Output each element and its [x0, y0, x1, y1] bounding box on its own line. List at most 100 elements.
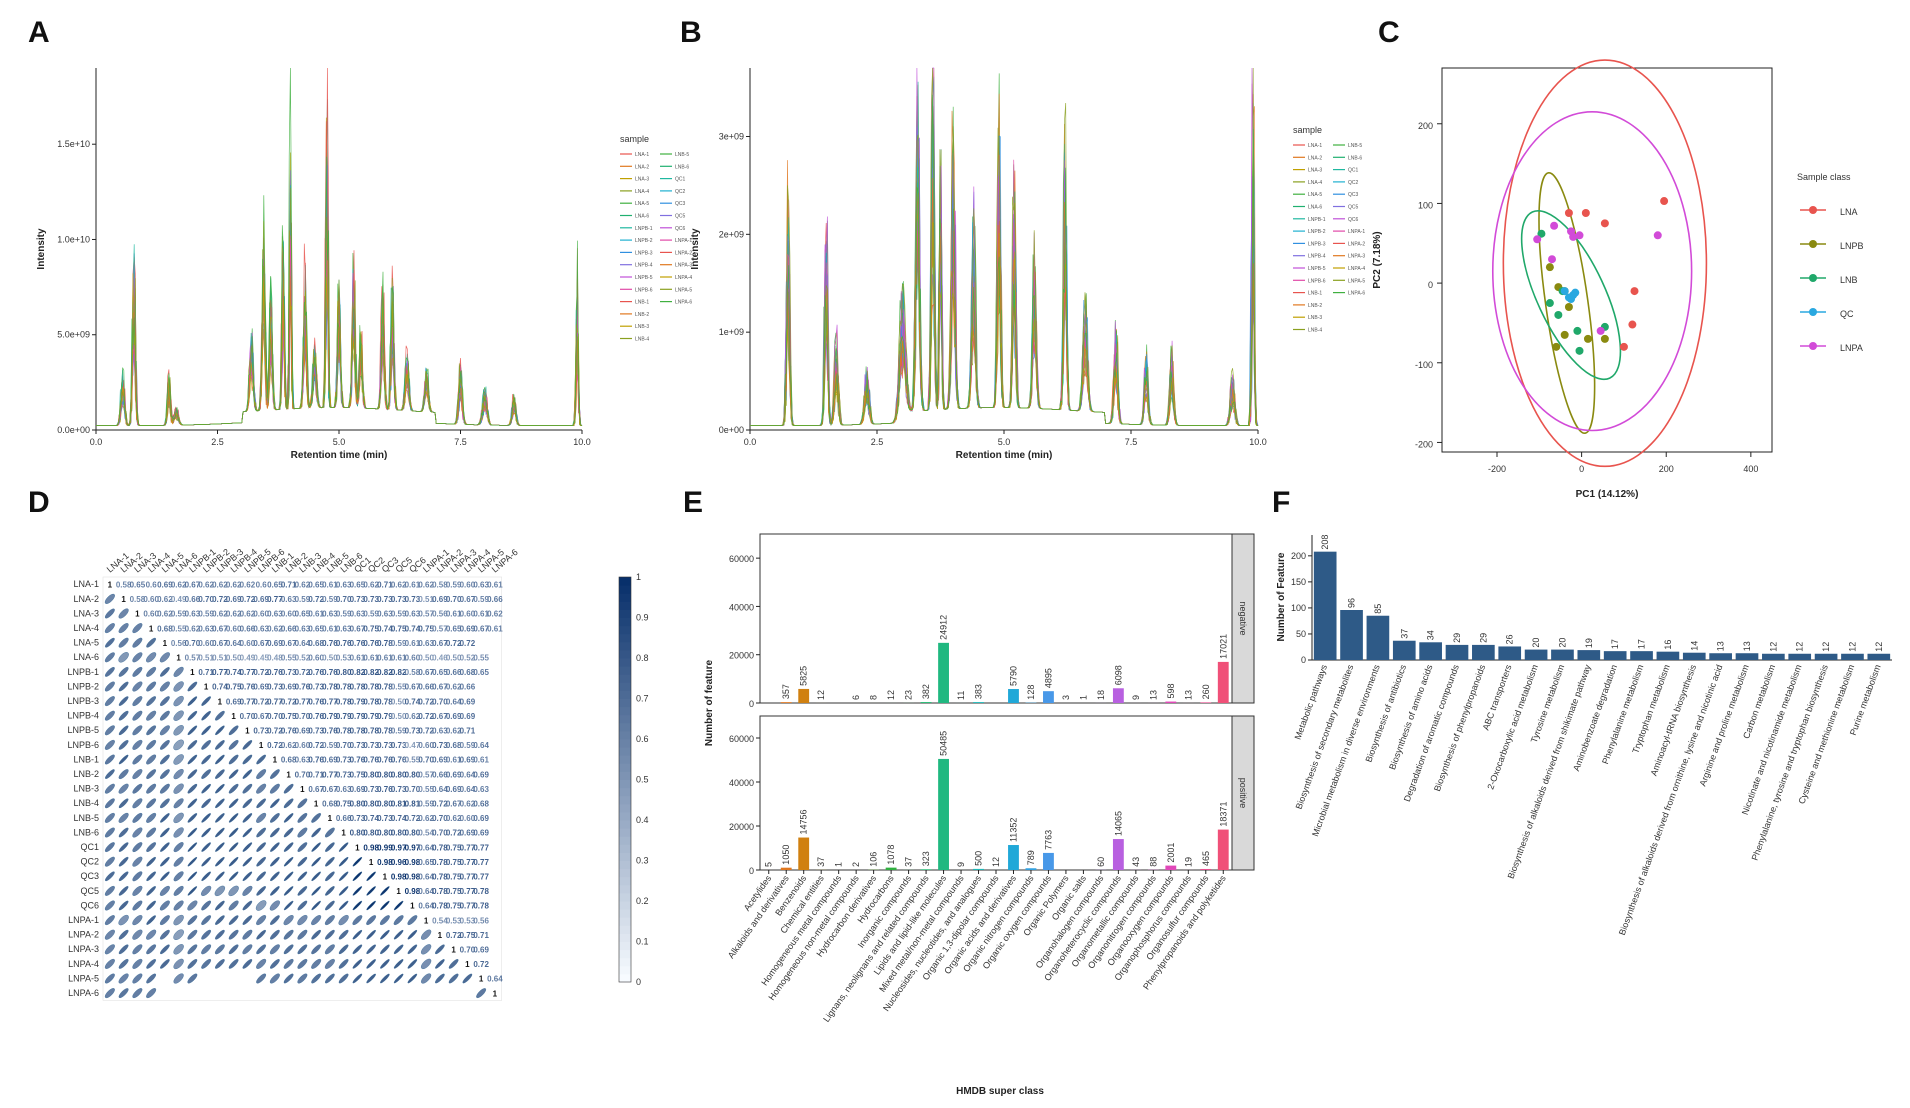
corr-ellipse — [160, 856, 170, 867]
corr-ellipse — [311, 900, 321, 911]
corr-value: 0.61 — [391, 654, 407, 663]
corr-ellipse — [173, 725, 184, 736]
bar — [1603, 651, 1627, 660]
corr-ellipse — [228, 813, 239, 823]
corr-ellipse — [242, 900, 253, 911]
corr-value: 0.82 — [391, 668, 407, 677]
point-LNPB — [1560, 330, 1569, 339]
corr-ellipse — [352, 959, 363, 969]
corr-ellipse — [118, 871, 129, 882]
y-tick-label: 1.0e+10 — [57, 234, 90, 244]
corr-value: 0.60 — [143, 595, 159, 604]
corr-value: 0.73 — [391, 741, 407, 750]
bar-value-label: 323 — [921, 851, 931, 866]
corr-ellipse — [366, 871, 376, 882]
corr-ellipse — [173, 885, 184, 896]
corr-ellipse — [132, 973, 143, 984]
corr-value: 0.55 — [405, 756, 421, 765]
corr-ellipse — [159, 885, 170, 896]
corr-ellipse — [269, 944, 280, 955]
x-tick-label: 7.5 — [1125, 437, 1138, 447]
corr-ellipse — [393, 915, 404, 926]
colorbar-segment — [619, 787, 631, 797]
corr-ellipse — [352, 856, 363, 867]
legend-label: QC1 — [675, 177, 686, 183]
corr-value: 0.64 — [418, 843, 434, 852]
corr-value: 0.45 — [253, 654, 269, 663]
corr-ellipse — [132, 769, 143, 780]
legend-label: LNB-5 — [1348, 143, 1362, 149]
colorbar-segment — [619, 901, 631, 910]
corr-value: 0.69 — [473, 946, 489, 955]
point-LNPB — [1564, 303, 1573, 312]
corr-value: 1 — [410, 902, 415, 911]
row-label: LNB-2 — [73, 769, 99, 779]
corr-ellipse — [132, 754, 143, 765]
corr-value: 0.78 — [473, 902, 489, 911]
corr-ellipse — [311, 842, 321, 852]
corr-value: 0.78 — [377, 727, 393, 736]
corr-value: 1 — [424, 916, 429, 925]
corr-value: 0.61 — [405, 639, 421, 648]
corr-value: 0.58 — [116, 581, 132, 590]
corr-ellipse — [187, 827, 198, 838]
corr-value: 0.76 — [322, 639, 338, 648]
bar-value-label: 8 — [869, 695, 879, 700]
corr-ellipse — [325, 900, 335, 911]
corr-ellipse — [283, 798, 294, 809]
corr-value: 0.69 — [157, 581, 173, 590]
colorbar-segment — [619, 917, 631, 926]
bar-value-label: 12 — [1847, 642, 1857, 652]
colorbar-segment — [619, 577, 631, 586]
corr-value: 0.70 — [336, 595, 352, 604]
corr-value: 0.73 — [405, 727, 421, 736]
corr-ellipse — [297, 973, 308, 984]
corr-ellipse — [325, 929, 335, 940]
corr-value: 0.60 — [198, 639, 214, 648]
corr-ellipse — [104, 915, 115, 926]
corr-value: 0.77 — [473, 843, 489, 852]
bar-value-label: 9 — [1131, 695, 1141, 700]
colorbar-segment — [619, 658, 631, 667]
corr-ellipse — [187, 740, 198, 750]
corr-value: 0.74 — [377, 624, 393, 633]
bar-value-label: 12 — [1795, 642, 1805, 652]
corr-ellipse — [132, 915, 143, 926]
corr-ellipse — [201, 740, 212, 750]
corr-ellipse — [256, 856, 266, 867]
legend-label: LNPB-4 — [635, 263, 653, 269]
row-label: LNA-1 — [73, 579, 99, 589]
y-axis-title: Intensity — [690, 228, 701, 270]
corr-ellipse — [407, 944, 418, 955]
corr-ellipse — [187, 900, 198, 911]
corr-ellipse — [420, 944, 432, 955]
colorbar-segment — [619, 965, 631, 975]
bar-value-label: 50485 — [939, 731, 949, 756]
bar-value-label: 13 — [1742, 641, 1752, 651]
bar-value-label: 85 — [1373, 604, 1383, 614]
legend-label: LNPB-5 — [635, 275, 653, 281]
corr-value: 0.67 — [405, 683, 421, 692]
bar-value-label: 88 — [1148, 857, 1158, 867]
corr-value: 0.76 — [240, 683, 256, 692]
corr-ellipse — [270, 886, 280, 896]
corr-value: 0.72 — [418, 727, 434, 736]
corr-value: 0.62 — [446, 727, 462, 736]
corr-value: 0.61 — [446, 756, 462, 765]
colorbar-tick: 0 — [636, 977, 641, 987]
corr-value: 0.69 — [226, 595, 242, 604]
corr-ellipse — [132, 652, 143, 663]
corr-ellipse — [173, 827, 184, 838]
corr-value: 0.62 — [171, 581, 187, 590]
corr-ellipse — [380, 973, 390, 984]
corr-value: 0.62 — [226, 581, 242, 590]
corr-value: 0.50 — [322, 654, 338, 663]
corr-value: 0.76 — [363, 639, 379, 648]
corr-value: 0.70 — [405, 785, 421, 794]
legend-label: LNB-3 — [635, 324, 649, 330]
corr-ellipse — [324, 958, 335, 969]
corr-value: 0.98 — [405, 887, 421, 896]
y-tick-label: 2e+09 — [719, 229, 744, 239]
colorbar-segment — [619, 649, 631, 659]
corr-ellipse — [118, 725, 129, 736]
